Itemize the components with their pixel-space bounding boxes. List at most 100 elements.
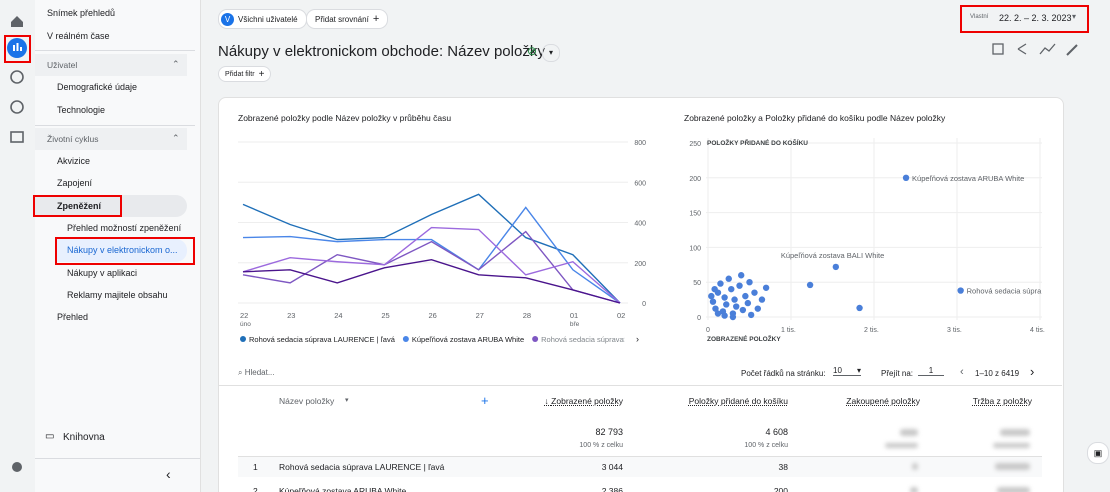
sidebar-item[interactable]: Životní cyklus: [47, 134, 99, 144]
legend-prev: ‹: [622, 334, 625, 344]
share-icon[interactable]: [1017, 43, 1027, 55]
scatter-point: [721, 294, 728, 301]
scatter-point: [902, 174, 910, 181]
x-sublabel: bře: [570, 321, 580, 328]
date-dropdown[interactable]: ▾: [1072, 12, 1077, 21]
advertising-icon[interactable]: [10, 100, 24, 114]
library-icon: ▭: [45, 431, 55, 442]
x-sublabel: úno: [240, 321, 251, 328]
sidebar-item[interactable]: Přehled možností zpeněžení: [67, 223, 182, 233]
row-name[interactable]: Rohová sedacia súprava LAURENCE | ľavá: [279, 462, 445, 472]
scatter-point: [738, 272, 745, 279]
settings-icon[interactable]: [12, 462, 22, 472]
x-tick-label: 24: [334, 311, 342, 320]
highlight-box: [4, 35, 31, 63]
highlight-box: [33, 195, 122, 217]
add-dimension[interactable]: +: [481, 393, 489, 408]
x-tick-label: 0: [706, 327, 710, 334]
rows-per-page-value: 10: [833, 366, 842, 375]
scatter-point: [714, 310, 722, 317]
next-page[interactable]: ›: [1030, 364, 1035, 379]
add-comparison[interactable]: Přidat srovnání +: [306, 9, 389, 29]
go-to-label: Přejít na:: [881, 369, 914, 378]
edit-icon[interactable]: [1066, 44, 1078, 56]
sidebar-item[interactable]: Přehled: [57, 312, 89, 322]
sidebar-item[interactable]: Zapojení: [57, 178, 93, 188]
sidebar-item[interactable]: Reklamy majitele obsahu: [67, 290, 168, 300]
customize-icon[interactable]: [992, 43, 1004, 55]
feedback-button[interactable]: ▣: [1087, 442, 1109, 464]
avatar: V: [221, 12, 234, 26]
sidebar-item[interactable]: Akvizice: [57, 156, 91, 166]
blurred: [993, 443, 1030, 448]
column-header[interactable]: Zakoupené položky: [846, 396, 920, 406]
sidebar-item[interactable]: Uživatel: [47, 60, 78, 70]
sidebar-item[interactable]: Technologie: [57, 105, 106, 115]
add-filter[interactable]: Přidat filtr +: [218, 66, 272, 82]
column-header[interactable]: Název položky: [279, 396, 335, 406]
column-header[interactable]: ↓ Zobrazené položky: [544, 396, 623, 406]
scatter-point: [731, 296, 738, 303]
total-percent: 100 % z celku: [579, 442, 623, 449]
search[interactable]: ⌕ Hledat...: [238, 368, 275, 377]
blurred: [885, 443, 918, 448]
blurred: [997, 487, 1030, 492]
insights-icon[interactable]: [1039, 43, 1056, 55]
rows-per-page[interactable]: 10 ▾: [833, 366, 861, 376]
x-tick-label: 23: [287, 311, 295, 320]
x-tick-label: 26: [429, 311, 437, 320]
home-icon[interactable]: [11, 16, 23, 27]
prev-page[interactable]: ‹: [960, 366, 964, 378]
row-bg: [238, 456, 1042, 477]
legend-label: Rohová sedacia súprava LAURENCE | ľavá: [249, 335, 396, 344]
page-title: Nákupy v elektronickom obchode: Název po…: [218, 43, 545, 60]
column-header[interactable]: Tržba z položky: [972, 396, 1032, 406]
x-tick-label: 02: [617, 311, 625, 320]
add-comparison-label: Přidat srovnání: [315, 14, 369, 24]
chart-title: Zobrazené položky a Položky přidané do k…: [684, 113, 946, 123]
explore-icon[interactable]: [10, 70, 24, 84]
configure-icon[interactable]: [10, 131, 24, 143]
total-value: 82 793: [595, 427, 623, 437]
series-line: [242, 206, 621, 304]
rows-per-page-label: Počet řádků na stránku:: [741, 369, 826, 378]
point-label: Kúpeľňová zostava ARUBA White: [912, 174, 1024, 183]
date-range[interactable]: 22. 2. – 2. 3. 2023: [999, 13, 1072, 23]
y-axis-title: POLOŽKY PŘIDANÉ DO KOŠÍKU: [707, 138, 808, 147]
scatter-point: [739, 306, 747, 314]
scatter-point: [708, 292, 715, 300]
x-tick-label: 28: [523, 311, 531, 320]
audience-chip[interactable]: V Všichni uživatelé: [218, 9, 307, 29]
sidebar-item[interactable]: Snímek přehledů: [47, 8, 116, 18]
highlight-box: [55, 237, 195, 265]
sidebar-item[interactable]: V reálném čase: [47, 31, 110, 41]
row-name[interactable]: Kúpeľňová zostava ARUBA White: [279, 486, 407, 492]
scatter-point: [806, 281, 814, 289]
divider: [218, 385, 1062, 386]
y-tick-label: 250: [689, 141, 701, 148]
y-tick-label: 150: [689, 211, 701, 218]
sidebar-item[interactable]: Zpeněžení: [57, 201, 102, 211]
go-to-input[interactable]: 1: [918, 366, 944, 376]
column-header[interactable]: Položky přidané do košíku: [688, 396, 788, 406]
collapse-arrow: ⌃: [172, 59, 180, 69]
sidebar-item[interactable]: Demografické údaje: [57, 82, 138, 92]
sort-icon: ↓: [544, 396, 552, 406]
rail-icons: [4, 16, 31, 472]
collapse-button[interactable]: ‹: [166, 466, 171, 482]
divider: [35, 458, 200, 459]
row-value: 3 044: [601, 462, 623, 472]
scatter-point: [751, 289, 758, 296]
scatter-point: [712, 305, 719, 312]
y-tick-label: 400: [634, 221, 646, 228]
library-link[interactable]: Knihovna: [63, 432, 105, 443]
title-dropdown[interactable]: ▾: [542, 44, 560, 62]
sidebar-item[interactable]: Nákupy v aplikaci: [67, 268, 138, 278]
sidebar-item[interactable]: Nákupy v elektronickom o...: [67, 245, 178, 255]
scatter-point: [729, 313, 737, 321]
status-icon: ⊘: [527, 44, 538, 58]
legend-swatch: [240, 336, 246, 342]
scatter-point: [762, 284, 770, 291]
legend-label: Kúpeľňová zostava ARUBA White: [412, 335, 524, 344]
series-line: [242, 226, 621, 304]
